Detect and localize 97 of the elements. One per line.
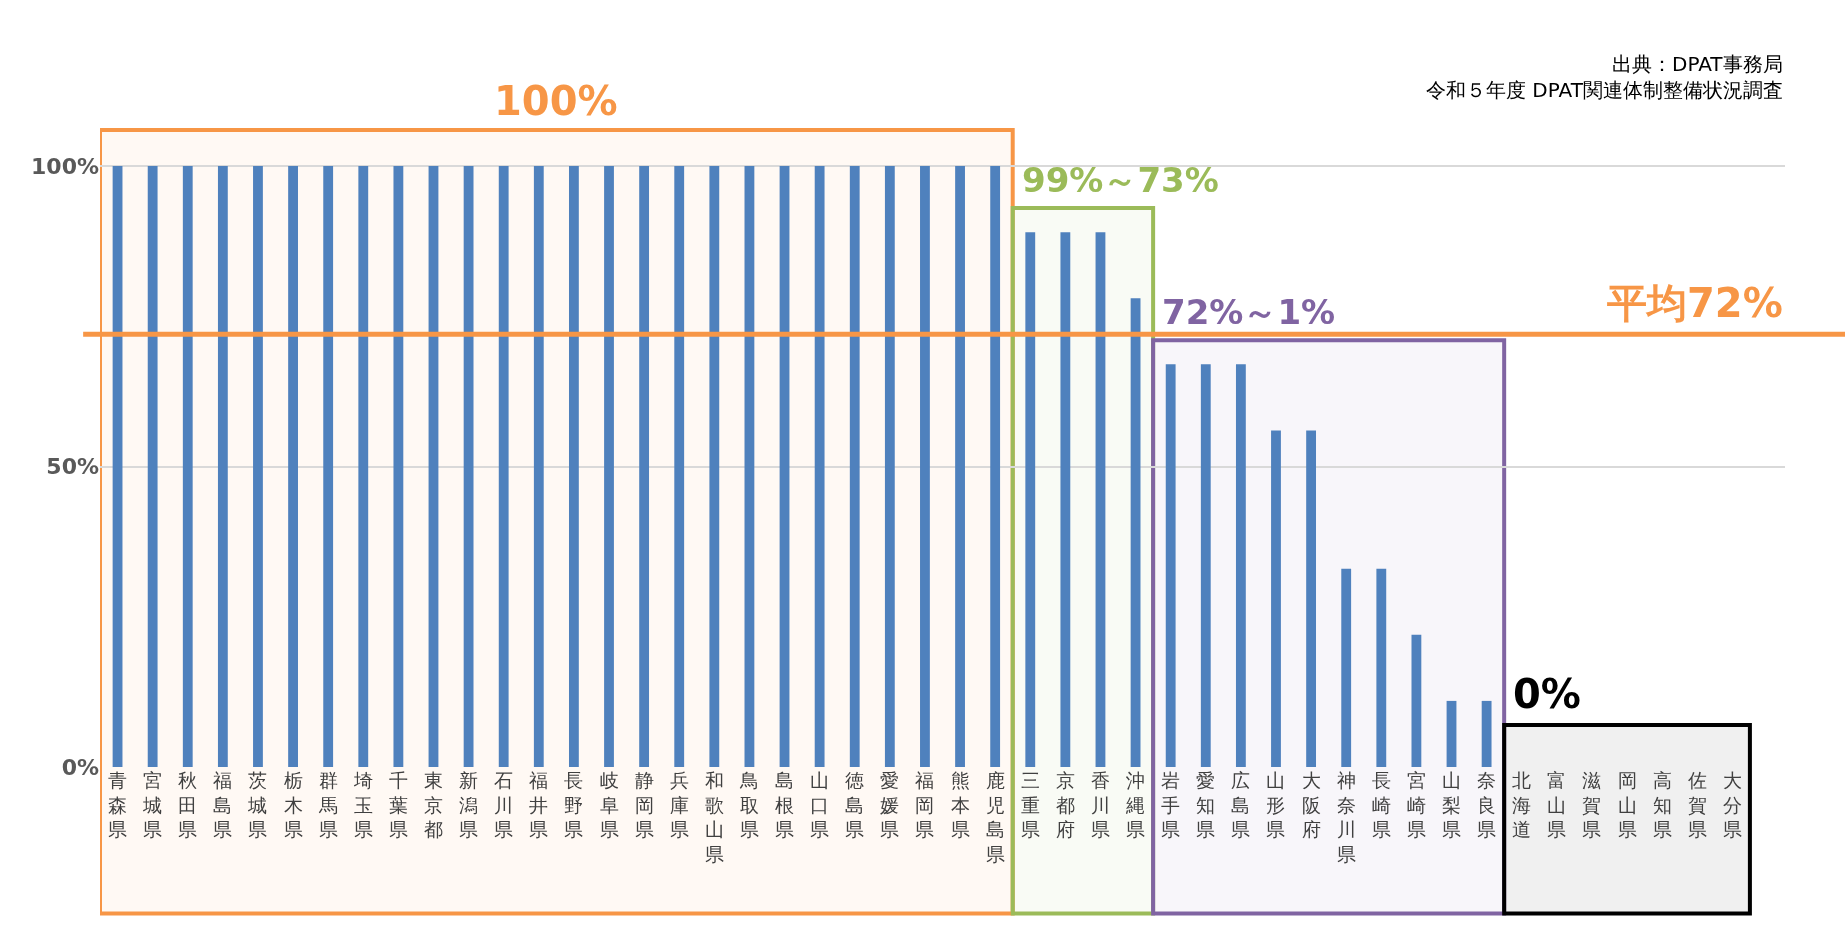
bar [1376, 568, 1387, 767]
source-note: 出典：DPAT事務局 [1612, 52, 1783, 76]
bar [463, 166, 474, 767]
x-tick-label: 香川県 [1090, 769, 1110, 841]
bar [955, 166, 965, 767]
band-label: 99%～73% [1022, 160, 1219, 200]
bar [1095, 232, 1106, 767]
bar [884, 166, 895, 767]
bar [814, 166, 825, 767]
x-tick-label: 広島県 [1231, 769, 1251, 841]
bar [639, 166, 650, 767]
bar [1481, 700, 1492, 767]
bar [288, 166, 298, 767]
x-tick-label: 長野県 [564, 769, 584, 841]
bar [709, 166, 720, 767]
bar [1235, 364, 1246, 767]
x-tick-label: 鳥取県 [738, 769, 759, 841]
x-tick-label: 新潟県 [459, 769, 479, 841]
x-tick-label: 福島県 [213, 769, 233, 841]
bar [604, 166, 614, 767]
x-tick-label: 千葉県 [388, 769, 408, 841]
x-tick-label: 北海道 [1512, 769, 1532, 841]
x-tick-label: 青森県 [108, 769, 128, 841]
x-tick-label: 愛媛県 [880, 769, 900, 841]
ref-line-label: 平均72% [1606, 280, 1783, 326]
bar [217, 166, 228, 767]
x-tick-label: 岩手県 [1161, 769, 1181, 841]
x-tick-label: 岐阜県 [599, 769, 619, 841]
x-tick-label: 石川県 [494, 769, 514, 841]
x-tick-label: 岡山県 [1617, 769, 1637, 841]
x-tick-label: 東京都 [423, 769, 443, 841]
bar [498, 166, 509, 767]
x-tick-label: 福岡県 [915, 769, 935, 841]
y-tick-label: 50% [46, 454, 99, 480]
bar [393, 166, 404, 767]
x-tick-label: 長崎県 [1371, 769, 1391, 841]
bar [744, 166, 755, 767]
x-tick-label: 大阪府 [1301, 769, 1321, 841]
x-tick-label: 島根県 [775, 769, 795, 841]
bar [147, 166, 158, 767]
bar [1341, 568, 1352, 767]
x-tick-label: 沖縄県 [1125, 769, 1146, 841]
x-tick-label: 徳島県 [845, 769, 865, 841]
x-tick-label: 山口県 [810, 769, 830, 841]
bar [1025, 232, 1036, 767]
x-tick-label: 秋田県 [178, 769, 198, 841]
x-tick-label: 滋賀県 [1582, 769, 1602, 841]
bar [1411, 634, 1422, 767]
band-label: 100% [494, 78, 618, 124]
y-tick-label: 100% [31, 153, 99, 179]
x-tick-label: 群馬県 [317, 769, 338, 841]
bar [1165, 364, 1176, 767]
bar [1446, 700, 1457, 767]
y-tick-label: 0% [61, 754, 99, 780]
x-tick-label: 高知県 [1652, 769, 1672, 841]
x-tick-label: 山梨県 [1442, 769, 1462, 841]
x-tick-label: 奈良県 [1477, 769, 1497, 841]
x-tick-label: 埼玉県 [352, 769, 373, 841]
x-tick-label: 静岡県 [634, 769, 654, 841]
x-tick-label: 三重県 [1020, 769, 1040, 841]
x-tick-label: 佐賀県 [1687, 769, 1707, 841]
bar [253, 166, 263, 767]
bar [112, 166, 123, 767]
x-tick-label: 茨城県 [247, 769, 268, 841]
x-tick-label: 熊本県 [950, 769, 970, 841]
x-tick-label: 山形県 [1266, 769, 1286, 841]
x-tick-label: 宮城県 [142, 769, 163, 841]
bar [1130, 298, 1141, 767]
bar [533, 166, 544, 767]
x-tick-label: 福井県 [529, 769, 549, 841]
bar [182, 166, 193, 767]
bar [568, 166, 579, 767]
bar [849, 166, 860, 767]
bar [990, 166, 1001, 767]
x-tick-label: 京都府 [1055, 769, 1075, 841]
x-tick-label: 和歌山県 [704, 769, 724, 866]
x-tick-label: 大分県 [1722, 769, 1742, 841]
bar [920, 166, 930, 767]
bar [1060, 232, 1071, 767]
band-label: 0% [1513, 671, 1581, 717]
x-tick-label: 鹿児島県 [985, 769, 1005, 866]
bar [358, 166, 369, 767]
band-label: 72%～1% [1162, 292, 1336, 332]
bar [428, 166, 439, 767]
text: 令和５年度 DPAT関連体制整備状況調査 [1426, 78, 1783, 102]
bar [1306, 430, 1317, 767]
x-tick-label: 富山県 [1547, 769, 1567, 841]
bar [779, 166, 790, 767]
x-tick-label: 神奈川県 [1336, 769, 1356, 866]
bar [1271, 430, 1281, 767]
bar [674, 166, 685, 767]
x-tick-label: 栃木県 [283, 769, 303, 841]
x-tick-label: 兵庫県 [669, 769, 689, 841]
x-tick-label: 愛知県 [1196, 769, 1216, 841]
bar [1200, 364, 1211, 767]
x-tick-label: 宮崎県 [1406, 769, 1426, 841]
bar [323, 166, 334, 767]
